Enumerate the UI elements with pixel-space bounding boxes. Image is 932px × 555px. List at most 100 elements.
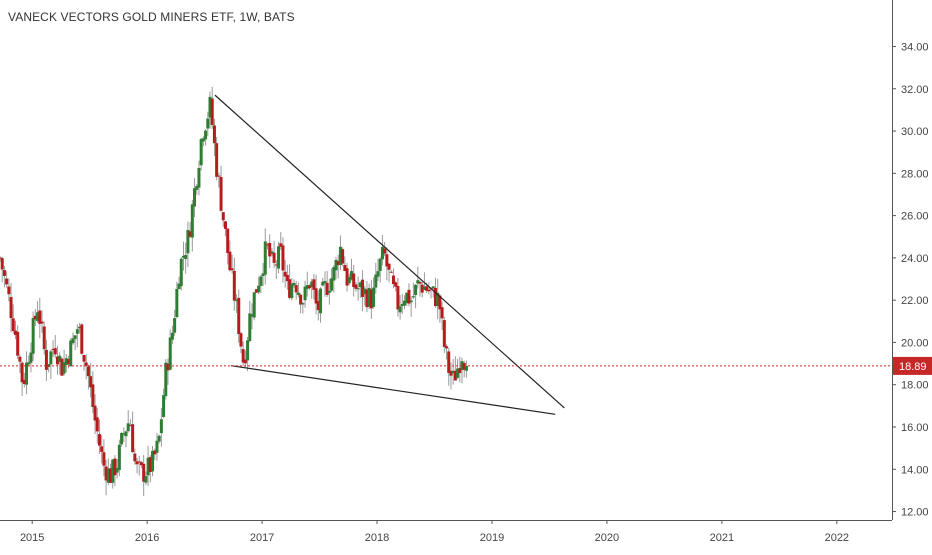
- candle-body: [345, 268, 349, 286]
- candle-body: [290, 283, 294, 299]
- candle-body: [38, 310, 42, 324]
- candle-body: [115, 468, 119, 473]
- candle-body: [20, 362, 24, 383]
- candle-body: [197, 168, 201, 188]
- candle-body: [133, 453, 137, 462]
- candle-body: [71, 338, 75, 344]
- candle-body: [330, 278, 334, 291]
- candle-body: [327, 290, 331, 293]
- x-tick-label: 2021: [710, 532, 734, 544]
- candle-body: [93, 405, 97, 421]
- candle-body: [13, 330, 17, 335]
- candle-body: [117, 444, 121, 471]
- x-tick-label: 2019: [480, 532, 504, 544]
- candle-body: [113, 458, 117, 476]
- candle-body: [445, 346, 449, 349]
- candle-body: [272, 252, 276, 263]
- candle-body: [464, 365, 468, 371]
- candle-body: [7, 286, 11, 295]
- candle-body: [175, 289, 179, 318]
- candle-body: [153, 450, 157, 455]
- candle-body: [374, 274, 378, 288]
- candle-body: [254, 289, 258, 293]
- candle-body: [237, 297, 241, 335]
- candle-body: [252, 292, 256, 318]
- candle-body: [210, 98, 214, 126]
- candle-body: [352, 273, 356, 288]
- candle-body: [259, 276, 263, 286]
- candle-body: [250, 314, 254, 317]
- candle-body: [51, 348, 55, 351]
- candle-body: [438, 295, 442, 310]
- candle-body: [230, 268, 234, 271]
- candle-body: [307, 285, 311, 289]
- candle-body: [86, 366, 90, 377]
- candle-body: [89, 376, 93, 388]
- y-tick-label: 14.00: [901, 464, 929, 476]
- lower-trendline: [230, 365, 556, 415]
- candle-body: [369, 289, 373, 309]
- candle-body: [341, 249, 345, 264]
- candle-body: [422, 286, 426, 291]
- candle-body: [336, 261, 340, 266]
- candle-body: [27, 362, 31, 365]
- candle-body: [42, 326, 46, 350]
- candle-body: [53, 348, 57, 355]
- candle-body: [144, 476, 148, 483]
- y-tick-label: 22.00: [901, 295, 929, 307]
- candle-body: [243, 359, 247, 364]
- candle-body: [453, 370, 457, 381]
- candle-body: [458, 368, 462, 373]
- candle-body: [177, 283, 181, 290]
- candle-body: [257, 285, 261, 293]
- candle-body: [334, 259, 338, 271]
- candle-body: [40, 321, 44, 324]
- candle-body: [400, 303, 404, 307]
- candle-body: [414, 284, 418, 296]
- candle-body: [354, 284, 358, 289]
- candle-body: [166, 363, 170, 371]
- candle-body: [451, 370, 455, 374]
- candle-body: [405, 292, 409, 303]
- candle-body: [173, 318, 177, 333]
- candle-body: [425, 286, 429, 291]
- candle-body: [338, 246, 342, 265]
- candle-body: [131, 424, 135, 453]
- y-tick-label: 12.00: [901, 507, 929, 519]
- candle-body: [347, 276, 351, 284]
- candle-body: [268, 242, 272, 257]
- y-tick-label: 26.00: [901, 211, 929, 223]
- candle-body: [170, 332, 174, 340]
- y-tick-label: 16.00: [901, 422, 929, 434]
- candle-body: [109, 468, 113, 483]
- candle-body: [95, 417, 99, 432]
- candle-body: [409, 300, 413, 303]
- candle-body: [190, 204, 194, 238]
- candle-body: [363, 288, 367, 295]
- candle-body: [181, 255, 185, 258]
- y-tick-label: 18.00: [901, 380, 929, 392]
- candle-body: [159, 419, 163, 434]
- candle-body: [100, 446, 104, 452]
- candle-body: [193, 188, 197, 207]
- candle-body: [239, 333, 243, 347]
- candle-body: [188, 231, 192, 237]
- candle-body: [179, 258, 183, 287]
- candle-body: [316, 301, 320, 311]
- candle-body: [67, 359, 71, 365]
- candle-body: [285, 274, 289, 282]
- candle-body: [146, 457, 150, 476]
- candle-body: [380, 247, 384, 260]
- upper-trendline: [214, 94, 565, 409]
- candle-body: [5, 278, 9, 285]
- candle-body: [398, 306, 402, 313]
- x-tick-label: 2022: [825, 532, 849, 544]
- candle-body: [427, 289, 431, 292]
- candle-body: [383, 248, 387, 254]
- candle-body: [325, 282, 329, 295]
- y-tick-label: 28.00: [901, 168, 929, 180]
- candle-body: [228, 251, 232, 271]
- candle-body: [460, 361, 464, 371]
- x-tick-label: 2018: [365, 532, 389, 544]
- candle-body: [449, 370, 453, 376]
